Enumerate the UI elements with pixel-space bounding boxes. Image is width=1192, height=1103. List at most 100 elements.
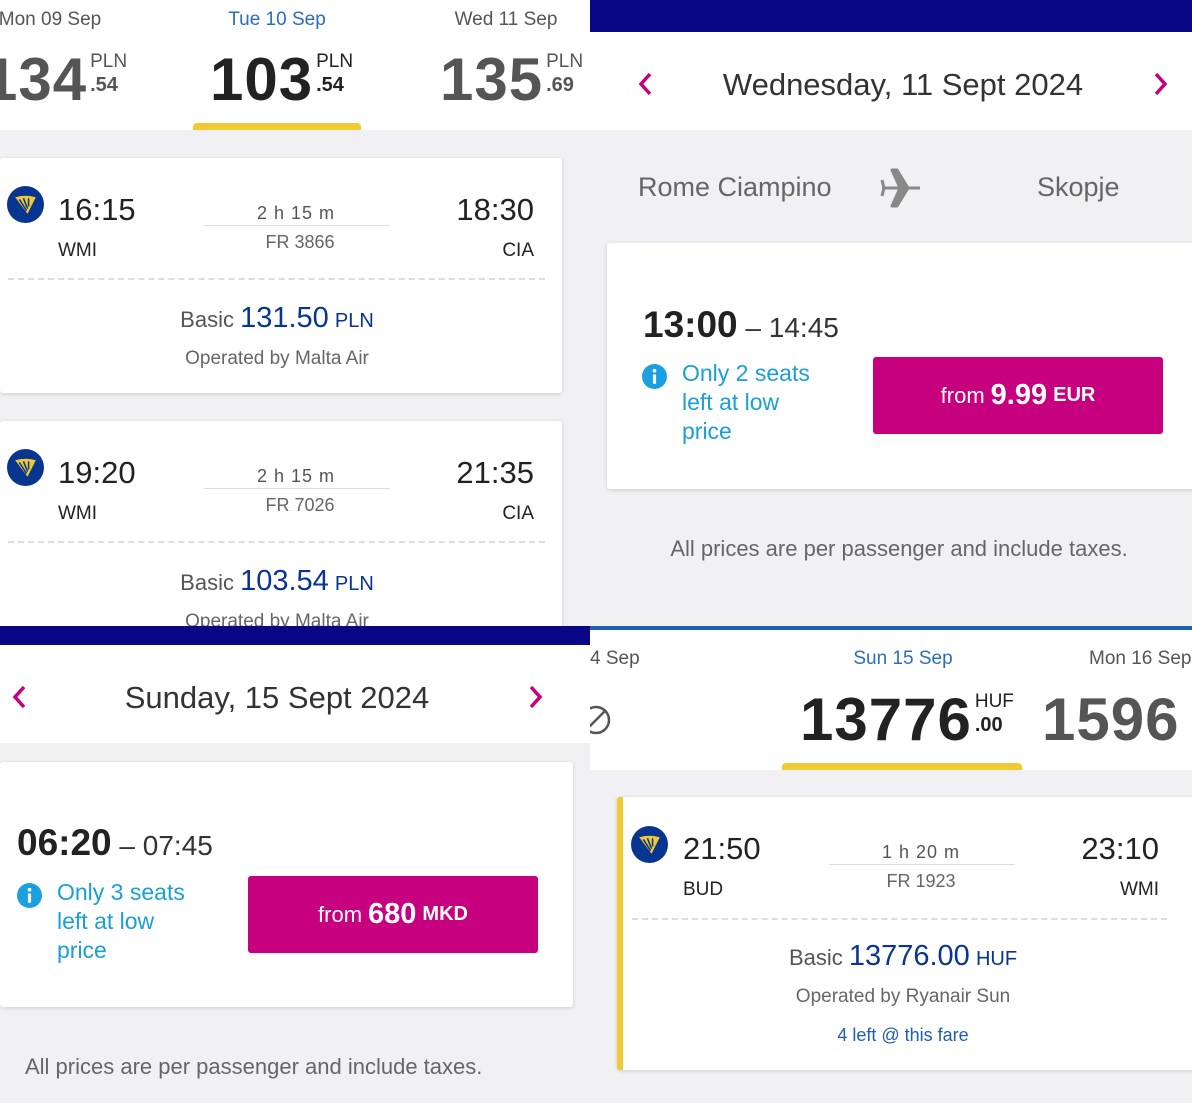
ryanair-dates-panel: Mon 09 Sep Tue 10 Sep Wed 11 Sep 134 PLN… bbox=[0, 0, 590, 626]
price-currency: PLN bbox=[90, 51, 128, 72]
duration-rule bbox=[829, 864, 1015, 865]
flight-card[interactable]: 19:20 WMI 2 h 15 m FR 7026 21:35 CIA Bas… bbox=[0, 421, 562, 626]
fare-availability: 4 left @ this fare bbox=[837, 1025, 969, 1045]
seats-notice: Only 3 seats left at low price bbox=[57, 879, 185, 963]
prev-day[interactable] bbox=[636, 71, 656, 97]
depart-code: WMI bbox=[58, 240, 98, 261]
top-bar bbox=[590, 0, 1192, 32]
flight-card[interactable]: 13:00 – 14:45 Only 2 seats left at low p… bbox=[607, 243, 1192, 489]
price-cents: .54 bbox=[316, 73, 344, 96]
fare-currency: PLN bbox=[334, 310, 374, 332]
fare: Basic 103.54 PLN bbox=[180, 567, 374, 596]
date-tab[interactable]: Tue 10 Sep bbox=[228, 9, 326, 30]
date-header bbox=[590, 630, 1192, 770]
ryanair-dates-panel: 4 Sep Sun 15 Sep Mon 16 Sep 13776 HUF .00… bbox=[590, 626, 1192, 1103]
date-tab[interactable]: Mon 16 Sep bbox=[1089, 648, 1192, 669]
date-header bbox=[0, 0, 590, 130]
time-separator: – bbox=[745, 312, 761, 343]
next-day[interactable] bbox=[1150, 71, 1170, 97]
date-header bbox=[0, 645, 590, 743]
divider bbox=[8, 541, 545, 543]
date-tab[interactable]: 4 Sep bbox=[590, 648, 640, 669]
airline-logo bbox=[631, 826, 668, 863]
button-currency: MKD bbox=[422, 903, 468, 925]
button-prefix: from bbox=[318, 901, 363, 927]
duration-rule bbox=[204, 225, 390, 226]
next-day[interactable] bbox=[525, 684, 545, 710]
fare: Basic 131.50 PLN bbox=[180, 304, 374, 333]
airline-logo bbox=[7, 186, 44, 223]
price-main: 135 bbox=[440, 46, 544, 113]
arrive-time: 07:45 bbox=[142, 830, 213, 861]
fare-currency: HUF bbox=[975, 948, 1018, 970]
price-cents: .00 bbox=[974, 713, 1003, 736]
price-currency: HUF bbox=[974, 691, 1014, 712]
date-tab[interactable]: Wed 11 Sep bbox=[454, 9, 558, 30]
price-cents: .69 bbox=[546, 73, 574, 96]
tab-price: 13776 HUF .00 bbox=[800, 690, 1014, 750]
duration: 2 h 15 m bbox=[256, 466, 336, 486]
seats-notice: Only 2 seats left at low price bbox=[682, 360, 810, 444]
price-main: 13776 bbox=[800, 686, 972, 753]
select-button[interactable]: from 680 MKD bbox=[248, 876, 538, 953]
time-separator: – bbox=[119, 830, 135, 861]
duration: 1 h 20 m bbox=[881, 842, 961, 862]
times: 06:20 – 07:45 bbox=[17, 824, 213, 861]
flight-number: FR 1923 bbox=[886, 871, 956, 891]
airline-logo bbox=[7, 449, 44, 486]
fare-currency: PLN bbox=[334, 573, 374, 595]
top-bar bbox=[0, 626, 590, 645]
button-currency: EUR bbox=[1053, 384, 1096, 406]
fare-label: Basic bbox=[180, 570, 234, 595]
date-header bbox=[590, 32, 1192, 130]
destination: Skopje bbox=[1037, 172, 1120, 202]
select-button[interactable]: from 9.99 EUR bbox=[873, 357, 1163, 434]
arrive-time: 18:30 bbox=[456, 192, 534, 227]
date-tab[interactable]: Sun 15 Sep bbox=[853, 648, 953, 669]
footer-note: All prices are per passenger and include… bbox=[670, 536, 1128, 561]
flight-number: FR 7026 bbox=[265, 495, 335, 515]
button-price: 680 bbox=[368, 898, 417, 930]
fare-label: Basic bbox=[180, 307, 234, 332]
prev-day[interactable] bbox=[10, 684, 30, 710]
fare: Basic 13776.00 HUF bbox=[789, 942, 1017, 971]
date-tab[interactable]: Mon 09 Sep bbox=[0, 9, 102, 30]
arrive-code: CIA bbox=[502, 240, 534, 261]
operator: Operated by Ryanair Sun bbox=[795, 986, 1011, 1007]
depart-time: 19:20 bbox=[58, 455, 136, 490]
arrive-code: CIA bbox=[502, 503, 534, 524]
depart-time: 06:20 bbox=[17, 822, 112, 863]
times: 13:00 – 14:45 bbox=[643, 306, 839, 343]
duration-rule bbox=[204, 488, 390, 489]
depart-time: 13:00 bbox=[643, 304, 738, 345]
price-main: 103 bbox=[210, 46, 314, 113]
fare-label: Basic bbox=[788, 945, 843, 970]
fare-price: 131.50 bbox=[240, 302, 329, 334]
depart-code: BUD bbox=[683, 879, 724, 900]
flight-number: FR 3866 bbox=[265, 232, 335, 252]
price-currency: PLN bbox=[546, 51, 584, 72]
operator: Operated by Malta Air bbox=[185, 348, 369, 369]
flight-card[interactable]: 16:15 WMI 2 h 15 m FR 3866 18:30 CIA Bas… bbox=[0, 158, 562, 393]
fare-price: 103.54 bbox=[240, 565, 329, 597]
arrive-code: WMI bbox=[1119, 879, 1159, 900]
tab-price: 134 PLN .54 bbox=[0, 50, 127, 110]
button-price: 9.99 bbox=[990, 379, 1048, 411]
divider bbox=[632, 918, 1167, 920]
wizz-panel: Sunday, 15 Sept 2024 06:20 – 07:45 Only … bbox=[0, 626, 590, 1103]
flight-card[interactable]: 21:50 BUD 1 h 20 m FR 1923 23:10 WMI Bas… bbox=[617, 797, 1192, 1070]
selected-indicator bbox=[193, 123, 361, 130]
arrive-time: 21:35 bbox=[456, 455, 534, 490]
duration: 2 h 15 m bbox=[256, 203, 336, 223]
tab-price: 135 PLN .69 bbox=[440, 50, 583, 110]
info-icon bbox=[17, 883, 42, 908]
price-cents: .54 bbox=[90, 73, 118, 96]
divider bbox=[8, 278, 545, 280]
footer-note: All prices are per passenger and include… bbox=[25, 1054, 483, 1079]
fare-price: 13776.00 bbox=[848, 940, 970, 972]
flight-card[interactable]: 06:20 – 07:45 Only 3 seats left at low p… bbox=[0, 762, 573, 1007]
top-rule bbox=[590, 626, 1192, 630]
plane-icon bbox=[880, 168, 920, 208]
tab-price: 103 PLN .54 bbox=[210, 50, 353, 110]
operator: Operated by Malta Air bbox=[185, 611, 369, 626]
